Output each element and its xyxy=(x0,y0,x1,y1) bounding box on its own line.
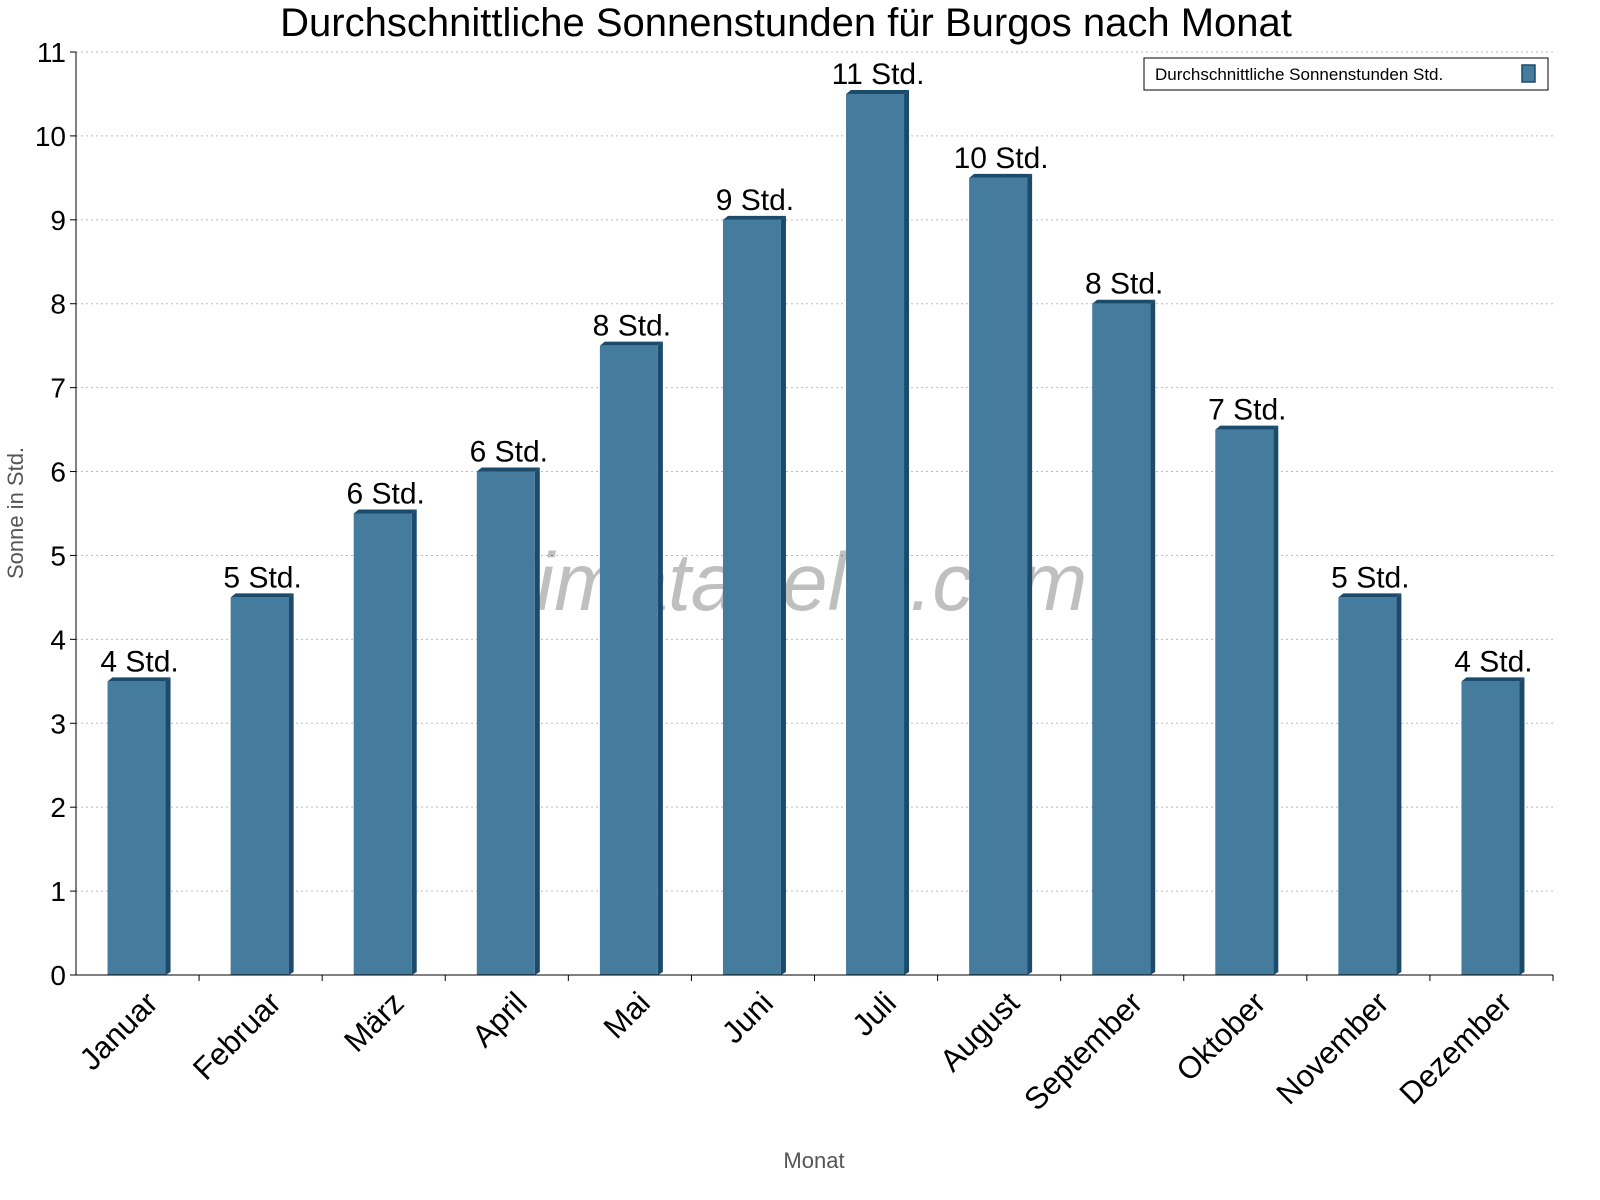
bar-side xyxy=(1396,593,1402,975)
bar-side xyxy=(411,509,417,975)
bar-side xyxy=(534,467,540,975)
x-tick-label: Januar xyxy=(73,985,165,1077)
y-tick-label: 10 xyxy=(35,121,66,152)
bar-top xyxy=(722,215,786,220)
chart-title: Durchschnittliche Sonnenstunden für Burg… xyxy=(280,1,1292,45)
bar xyxy=(722,219,781,975)
y-tick-label: 4 xyxy=(50,624,66,655)
x-axis-label: Monat xyxy=(783,1148,844,1173)
x-tick-label: Juni xyxy=(715,985,780,1050)
bar-side xyxy=(1519,677,1525,975)
bar-top xyxy=(476,467,540,472)
bar-top xyxy=(1092,299,1156,304)
bar-top xyxy=(846,89,910,94)
data-label: 6 Std. xyxy=(470,436,548,469)
y-tick-label: 3 xyxy=(50,708,66,739)
x-tick-label: September xyxy=(1017,985,1149,1117)
x-tick-label: Mai xyxy=(597,985,657,1045)
bar xyxy=(599,345,658,975)
y-axis-label: Sonne in Std. xyxy=(3,447,28,579)
bar-top xyxy=(599,341,663,346)
x-tick-label: Februar xyxy=(186,985,288,1087)
x-tick-label: November xyxy=(1269,985,1395,1111)
bar-top xyxy=(353,509,417,514)
bar xyxy=(353,513,412,975)
data-label: 5 Std. xyxy=(223,561,301,594)
y-tick-label: 11 xyxy=(37,37,66,68)
bar xyxy=(1461,681,1520,975)
bar-top xyxy=(1338,593,1402,598)
y-tick-label: 7 xyxy=(50,373,66,404)
y-tick-label: 5 xyxy=(50,540,66,571)
data-label: 11 Std. xyxy=(832,58,925,91)
x-tick-label: August xyxy=(933,985,1026,1078)
legend-label: Durchschnittliche Sonnenstunden Std. xyxy=(1155,65,1443,84)
legend-swatch xyxy=(1521,64,1536,83)
bar-side xyxy=(780,215,786,975)
legend: Durchschnittliche Sonnenstunden Std. xyxy=(1143,57,1549,91)
bar xyxy=(1092,303,1151,975)
y-tick-label: 1 xyxy=(50,876,66,907)
bar-top xyxy=(1461,677,1525,682)
bar xyxy=(1215,429,1274,975)
bar-side xyxy=(1150,299,1156,975)
data-label: 8 Std. xyxy=(1085,268,1163,301)
x-tick-label: Oktober xyxy=(1170,985,1273,1088)
bar-top xyxy=(1215,425,1279,430)
y-tick-label: 2 xyxy=(50,792,66,823)
data-label: 7 Std. xyxy=(1208,394,1286,427)
bar-top xyxy=(230,593,294,598)
y-tick-label: 8 xyxy=(50,289,66,320)
bar-side xyxy=(288,593,294,975)
data-label: 5 Std. xyxy=(1331,561,1409,594)
x-tick-label: März xyxy=(337,985,410,1058)
y-tick-label: 9 xyxy=(50,205,66,236)
x-tick-label: Dezember xyxy=(1393,985,1519,1111)
bar-side xyxy=(657,341,663,975)
data-label: 4 Std. xyxy=(1454,645,1532,678)
bar-side xyxy=(1273,425,1279,975)
y-tick-label: 6 xyxy=(50,457,66,488)
bar-top xyxy=(969,173,1033,178)
bar-side xyxy=(1027,173,1033,975)
bar xyxy=(107,681,166,975)
bar xyxy=(476,471,535,975)
data-label: 4 Std. xyxy=(100,645,178,678)
x-tick-label: Juli xyxy=(845,985,903,1043)
bar-side xyxy=(904,89,910,976)
bar-top xyxy=(107,677,171,682)
bar xyxy=(230,597,289,975)
data-label: 8 Std. xyxy=(593,310,671,343)
bar xyxy=(846,93,905,976)
bar xyxy=(969,177,1028,975)
bar-side xyxy=(165,677,171,975)
data-label: 6 Std. xyxy=(347,478,425,511)
y-tick-label: 0 xyxy=(50,960,66,991)
data-label: 10 Std. xyxy=(954,142,1049,175)
x-tick-label: April xyxy=(465,985,534,1054)
data-label: 9 Std. xyxy=(716,184,794,217)
bar xyxy=(1338,597,1397,975)
